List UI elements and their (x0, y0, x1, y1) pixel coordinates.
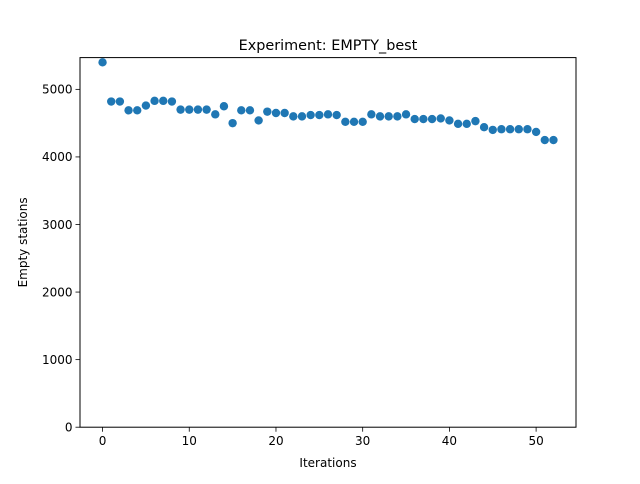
data-point (263, 107, 272, 116)
data-point (349, 117, 359, 126)
data-point (150, 96, 159, 106)
data-point (453, 119, 463, 129)
x-tick-label: 20 (268, 434, 283, 448)
chart-title: Experiment: EMPTY_best (239, 38, 418, 54)
y-axis-ticks: 0 1000 2000 3000 4000 5000 (42, 83, 80, 435)
data-point (219, 102, 229, 111)
data-point (254, 116, 263, 125)
data-point (98, 58, 107, 67)
data-point (514, 125, 523, 134)
data-point (176, 105, 185, 114)
data-point (211, 110, 220, 119)
x-tick-label: 30 (355, 434, 370, 448)
data-point (531, 127, 541, 137)
data-point (228, 118, 237, 128)
data-point (107, 97, 116, 106)
data-point (488, 125, 497, 135)
data-point (185, 105, 194, 114)
x-tick-label: 50 (528, 434, 543, 448)
data-point (323, 110, 333, 119)
data-point (332, 110, 341, 120)
data-point (549, 135, 558, 145)
data-point (133, 106, 142, 115)
data-point (167, 97, 177, 106)
data-point (306, 110, 315, 120)
data-point (245, 106, 255, 115)
data-point (471, 116, 480, 126)
y-tick-label: 5000 (42, 83, 73, 97)
data-point (202, 105, 211, 114)
data-point (505, 125, 515, 134)
data-point (315, 110, 324, 120)
data-point (159, 96, 168, 106)
data-point (375, 112, 385, 121)
data-point (124, 106, 133, 115)
data-point (341, 117, 350, 126)
data-point (445, 116, 454, 125)
data-point (419, 114, 428, 124)
data-point (427, 114, 437, 124)
data-point (540, 135, 549, 145)
data-point (462, 119, 471, 129)
data-point (367, 110, 376, 119)
x-tick-label: 40 (442, 434, 457, 448)
data-point (436, 114, 445, 123)
data-point (297, 112, 307, 121)
data-point (193, 105, 203, 114)
data-point (280, 108, 289, 118)
data-point (401, 110, 411, 119)
plot-area-frame (79, 57, 577, 428)
data-point (523, 125, 532, 134)
y-tick-label: 2000 (42, 285, 73, 299)
data-point (271, 108, 281, 118)
y-tick-label: 1000 (42, 353, 73, 367)
data-point (289, 112, 298, 121)
y-tick-label: 0 (65, 421, 73, 435)
x-axis-ticks: 0 10 20 30 40 50 (99, 427, 544, 448)
y-tick-label: 4000 (42, 150, 73, 164)
data-point (358, 117, 367, 126)
data-points (98, 58, 558, 145)
data-point (410, 114, 419, 124)
data-point (384, 112, 393, 121)
x-axis-label: Iterations (299, 456, 356, 470)
data-point (479, 122, 489, 132)
x-tick-label: 0 (99, 434, 107, 448)
data-point (393, 112, 402, 121)
data-point (115, 97, 125, 106)
x-tick-label: 10 (182, 434, 197, 448)
y-axis-label: Empty stations (16, 197, 30, 287)
y-tick-label: 3000 (42, 218, 73, 232)
data-point (237, 106, 246, 115)
data-point (141, 101, 151, 110)
data-point (497, 125, 506, 134)
